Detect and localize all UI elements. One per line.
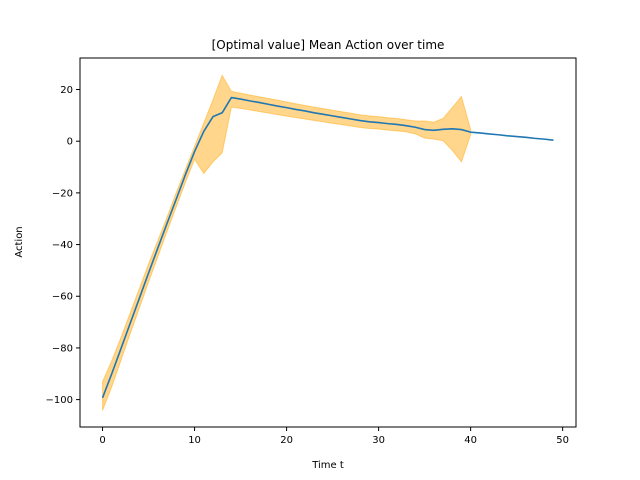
y-tick-label: 20 (60, 85, 73, 96)
x-tick-label: 40 (464, 435, 477, 446)
x-tick-label: 10 (188, 435, 201, 446)
y-tick-label: −40 (52, 240, 73, 251)
y-tick-label: −100 (46, 395, 73, 406)
x-tick-label: 20 (280, 435, 293, 446)
y-tick-label: −20 (52, 188, 73, 199)
y-tick-label: 0 (67, 137, 73, 148)
plot-frame (79, 57, 577, 428)
x-axis-label: Time t (311, 460, 344, 471)
y-axis: −100 −80 −60 −40 −20 0 20 (46, 85, 80, 406)
confidence-band (102, 74, 472, 411)
y-tick-label: −80 (52, 343, 73, 354)
mean-line-layer (101, 96, 554, 399)
y-axis-label: Action (14, 226, 25, 257)
x-tick-label: 50 (556, 435, 569, 446)
confidence-band-layer (102, 74, 472, 411)
x-tick-label: 0 (99, 435, 105, 446)
chart-title: [Optimal value] Mean Action over time (212, 38, 445, 52)
mean-action-line (101, 96, 554, 399)
x-tick-label: 30 (372, 435, 385, 446)
x-axis: 0 10 20 30 40 50 (99, 427, 569, 446)
y-tick-label: −60 (52, 292, 73, 303)
